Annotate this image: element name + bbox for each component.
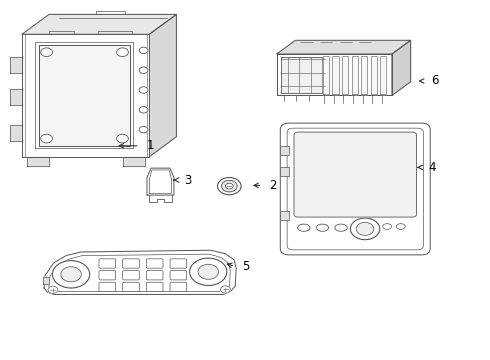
Polygon shape (22, 14, 176, 34)
Polygon shape (277, 40, 411, 54)
Polygon shape (277, 54, 392, 95)
FancyBboxPatch shape (280, 123, 430, 255)
Circle shape (52, 261, 90, 288)
Polygon shape (323, 56, 329, 94)
Circle shape (218, 177, 241, 195)
Circle shape (41, 48, 52, 57)
Circle shape (190, 258, 227, 285)
FancyBboxPatch shape (147, 282, 163, 292)
Circle shape (139, 126, 148, 133)
Polygon shape (342, 56, 348, 94)
Circle shape (139, 47, 148, 54)
FancyBboxPatch shape (170, 259, 187, 268)
FancyBboxPatch shape (99, 271, 116, 280)
Ellipse shape (396, 224, 405, 229)
Circle shape (139, 107, 148, 113)
Circle shape (198, 264, 219, 279)
Ellipse shape (383, 224, 392, 229)
Polygon shape (380, 56, 386, 94)
Bar (280, 167, 289, 176)
Text: 2: 2 (270, 179, 277, 192)
Polygon shape (44, 250, 236, 294)
FancyBboxPatch shape (147, 271, 163, 280)
FancyBboxPatch shape (170, 271, 187, 280)
Circle shape (221, 180, 237, 192)
Polygon shape (10, 125, 22, 141)
Ellipse shape (335, 224, 347, 231)
Polygon shape (27, 157, 49, 166)
Polygon shape (370, 56, 377, 94)
Polygon shape (149, 14, 176, 157)
FancyBboxPatch shape (122, 282, 139, 292)
FancyBboxPatch shape (99, 282, 116, 292)
Circle shape (117, 48, 128, 57)
Ellipse shape (317, 224, 329, 231)
Bar (280, 211, 289, 220)
Polygon shape (332, 56, 339, 94)
Polygon shape (22, 34, 149, 157)
Circle shape (139, 67, 148, 73)
FancyBboxPatch shape (287, 128, 423, 250)
Polygon shape (10, 57, 22, 73)
Text: 1: 1 (147, 139, 154, 152)
Text: 4: 4 (429, 161, 436, 174)
Polygon shape (392, 40, 411, 95)
Polygon shape (122, 157, 145, 166)
FancyBboxPatch shape (122, 271, 139, 280)
Polygon shape (10, 89, 22, 105)
Text: 3: 3 (184, 174, 191, 186)
FancyBboxPatch shape (294, 132, 416, 217)
Polygon shape (351, 56, 358, 94)
Polygon shape (22, 34, 149, 157)
Circle shape (139, 87, 148, 93)
Polygon shape (147, 168, 174, 195)
FancyBboxPatch shape (147, 259, 163, 268)
Circle shape (356, 222, 374, 235)
FancyBboxPatch shape (99, 259, 116, 268)
Circle shape (48, 286, 58, 293)
Ellipse shape (297, 224, 310, 231)
Circle shape (220, 286, 230, 293)
Bar (281, 57, 324, 93)
Circle shape (61, 267, 81, 282)
Bar (280, 146, 289, 155)
Circle shape (350, 218, 380, 240)
Polygon shape (39, 45, 130, 146)
Circle shape (117, 134, 128, 143)
FancyBboxPatch shape (170, 282, 187, 292)
Polygon shape (361, 56, 368, 94)
Text: 5: 5 (243, 260, 250, 273)
Circle shape (41, 134, 52, 143)
Polygon shape (43, 277, 49, 284)
Circle shape (225, 183, 233, 189)
FancyBboxPatch shape (122, 259, 139, 268)
Text: 6: 6 (431, 75, 439, 87)
